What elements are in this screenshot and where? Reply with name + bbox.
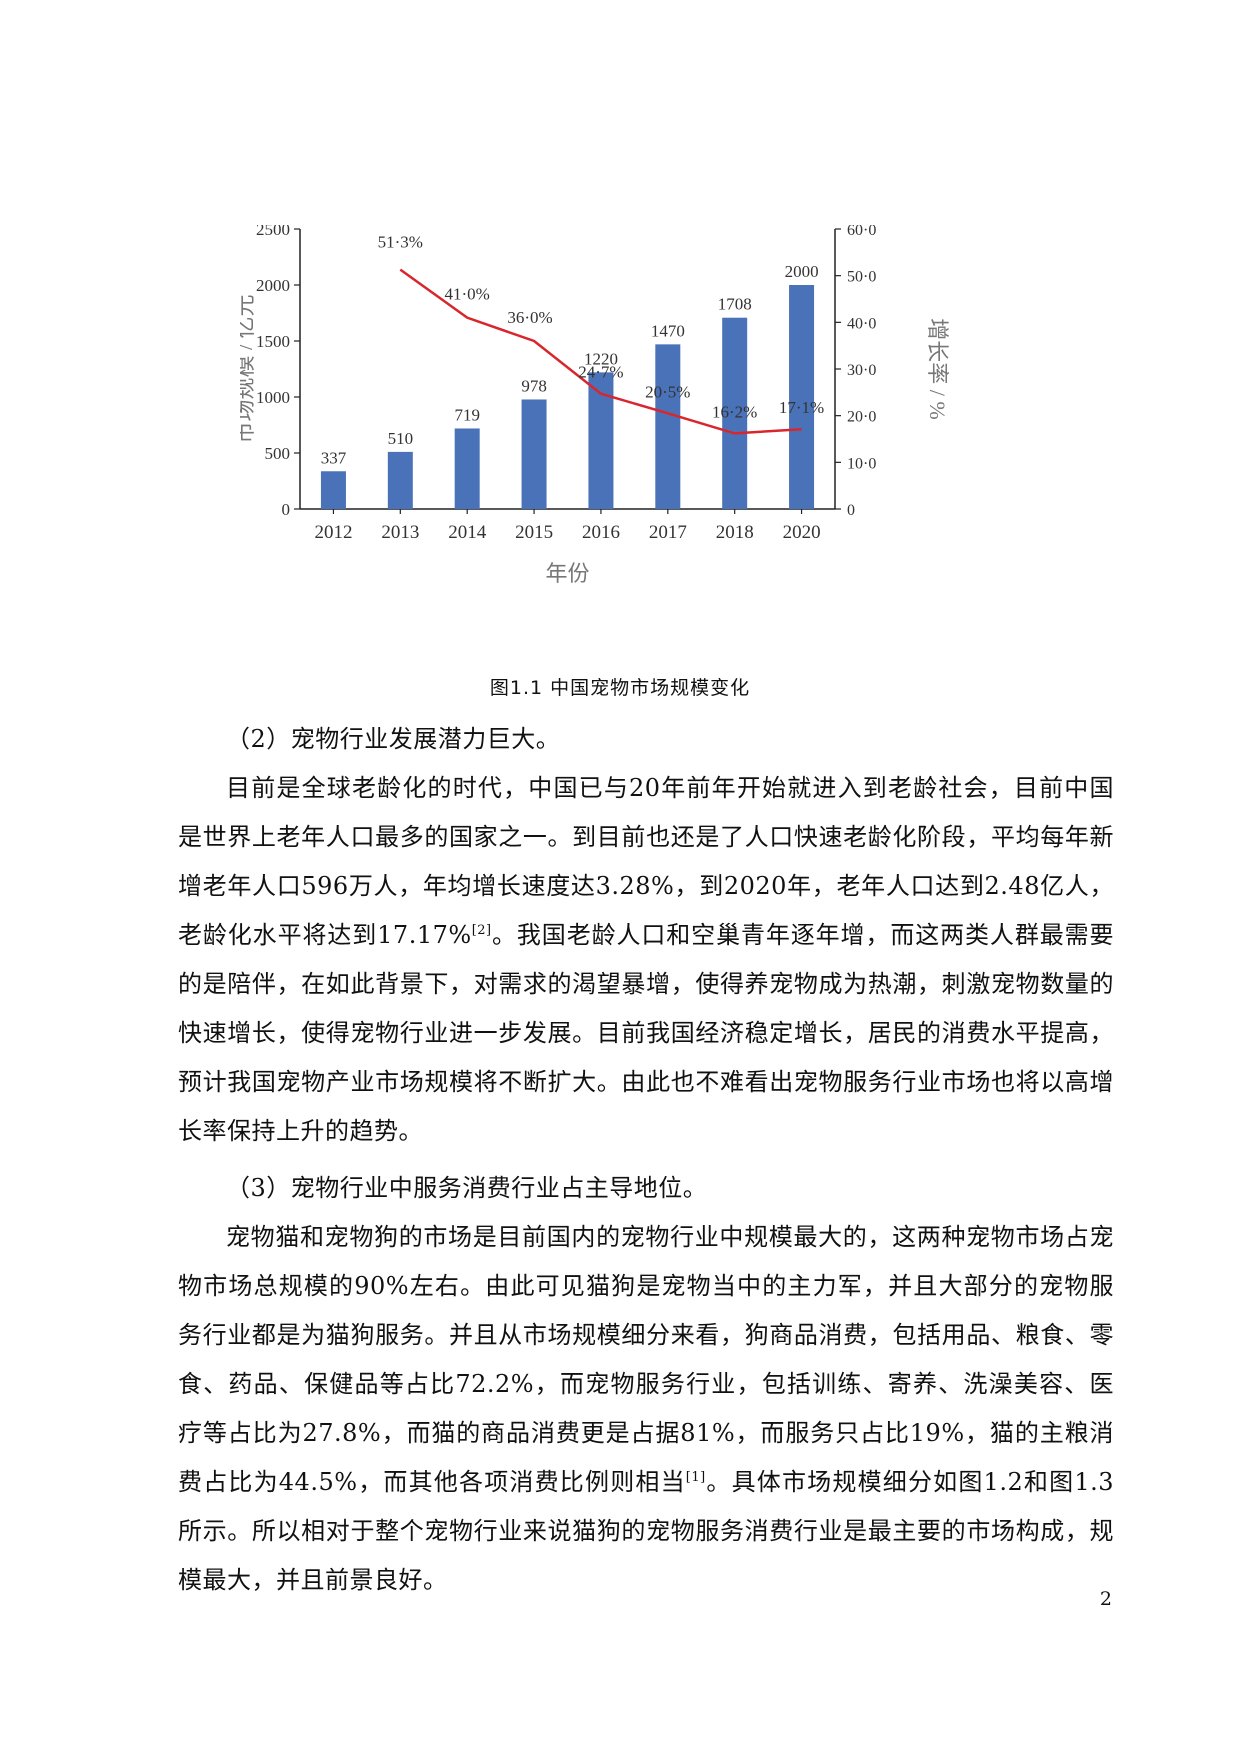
- rate-label-2014: 41·0%: [445, 285, 490, 304]
- left-tick-label: 500: [265, 444, 291, 463]
- bar-2014: [454, 428, 480, 509]
- bar-2020: [789, 285, 815, 509]
- rate-label-2013: 51·3%: [378, 233, 423, 252]
- x-tick-label: 2018: [716, 522, 754, 543]
- growth-rate-line: [399, 268, 802, 435]
- rate-label-2018: 16·2%: [712, 402, 757, 421]
- figure-caption: 图1.1 中国宠物市场规模变化: [489, 677, 751, 699]
- right-axis-title: 增长率 / %: [925, 318, 950, 419]
- paragraph-aging: 目前是全球老龄化的时代，中国已与20年前年开始就进入到老龄社会，目前中国是世界上…: [178, 774, 1115, 1145]
- bar-2012: [320, 471, 346, 509]
- market-size-chart: 0 500 1000 1500 2000 2500 0 10·0 20·0 30·0 40·0 50·…: [240, 225, 950, 586]
- x-tick-label: 2016: [582, 522, 620, 543]
- section-heading-2: （2）宠物行业发展潜力巨大。: [226, 725, 561, 753]
- bar-label-2015: 978: [521, 376, 547, 395]
- bar-label-2014: 719: [454, 405, 480, 424]
- bar-label-2013: 510: [388, 429, 414, 448]
- left-tick-label: 1000: [256, 388, 290, 407]
- x-tick-label: 2020: [783, 522, 821, 543]
- x-tick-label: 2015: [515, 522, 553, 543]
- rate-label-2017: 20·5%: [645, 382, 690, 401]
- bar-2017: [655, 344, 681, 509]
- citation-2: [2]: [471, 923, 492, 938]
- rate-label-2016: 24·7%: [578, 363, 623, 382]
- right-tick-label: 10·0: [847, 455, 876, 472]
- left-tick-label: 0: [282, 500, 291, 519]
- right-tick-label: 0: [847, 502, 855, 519]
- rate-label-2020: 17·1%: [779, 398, 824, 417]
- bar-2015: [521, 399, 547, 509]
- body-text: （2）宠物行业发展潜力巨大。 目前是全球老龄化的时代，中国已与20年前年开始就进…: [178, 715, 1114, 1605]
- left-axis-title: 市场规模 / 亿元: [240, 294, 257, 443]
- left-tick-label: 1500: [256, 332, 290, 351]
- x-tick-label: 2012: [314, 522, 352, 543]
- citation-1: [1]: [685, 1470, 706, 1485]
- left-tick-label: 2000: [256, 276, 290, 295]
- bar-label-2012: 337: [321, 448, 347, 467]
- x-axis-title: 年份: [545, 561, 589, 586]
- bar-label-2017: 1470: [651, 321, 685, 340]
- bar-label-2018: 1708: [718, 295, 752, 314]
- right-tick-label: 30·0: [847, 362, 876, 379]
- right-tick-label: 60·0: [847, 225, 876, 239]
- bar-label-2020: 2000: [785, 262, 819, 281]
- bar-2013: [387, 451, 413, 509]
- x-tick-label: 2013: [381, 522, 419, 543]
- right-tick-label: 40·0: [847, 315, 876, 332]
- left-tick-label: 2500: [256, 225, 290, 239]
- bar-2018: [722, 317, 748, 509]
- bar-label-2016: 1220: [584, 349, 618, 368]
- page-number: 2: [1099, 1588, 1112, 1610]
- section-heading-3: （3）宠物行业中服务消费行业占主导地位。: [226, 1174, 708, 1202]
- rate-label-2015: 36·0%: [507, 308, 552, 327]
- right-tick-label: 50·0: [847, 269, 876, 286]
- x-tick-label: 2014: [448, 522, 487, 543]
- x-tick-label: 2017: [649, 522, 687, 543]
- right-tick-label: 20·0: [847, 409, 876, 426]
- paragraph-cat-dog: 宠物猫和宠物狗的市场是目前国内的宠物行业中规模最大的，这两种宠物市场占宠物市场总…: [178, 1223, 1114, 1594]
